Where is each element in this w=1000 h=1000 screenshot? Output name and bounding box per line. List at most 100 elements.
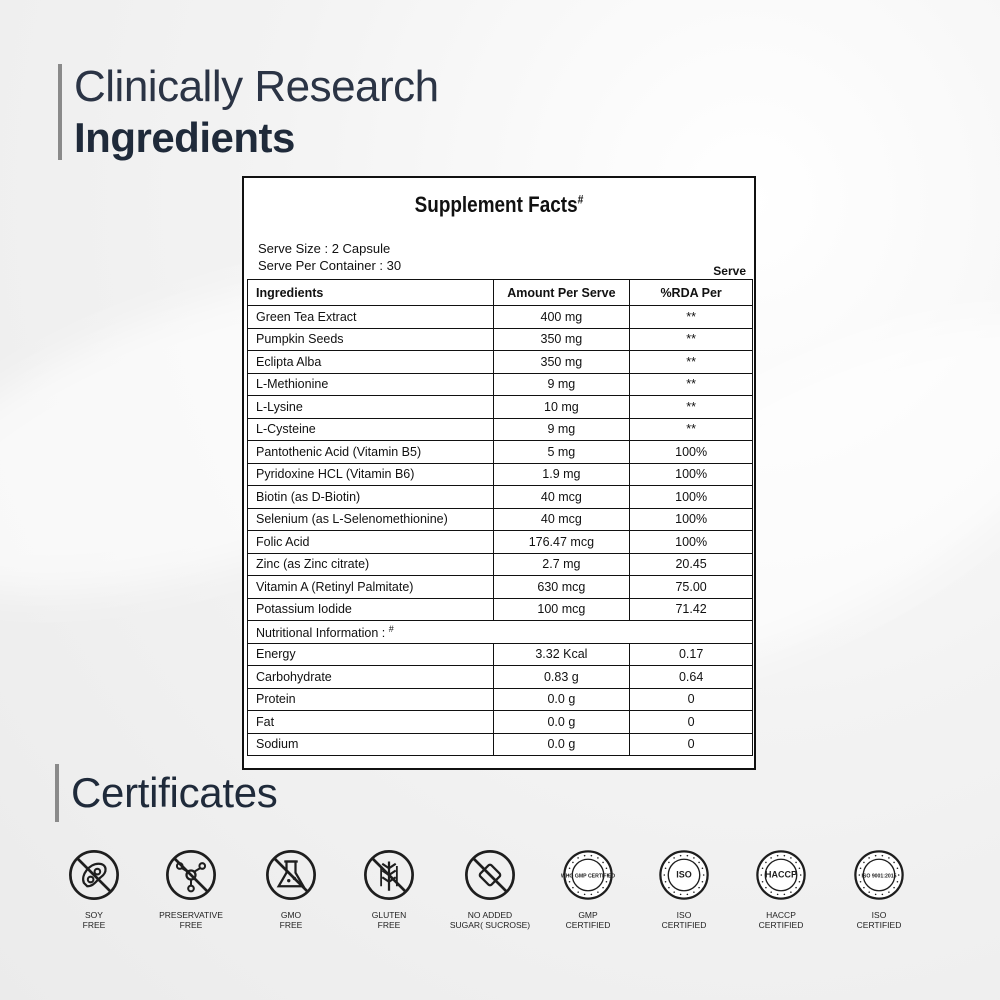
cell-name: Folic Acid — [247, 530, 494, 554]
serve-per-container: Serve Per Container : 30 — [258, 258, 402, 273]
table-row: Carbohydrate 0.83 g 0.64 — [247, 665, 753, 689]
cell-rda: 75.00 — [629, 575, 753, 599]
cell-amount: 400 mg — [492, 305, 631, 329]
cell-rda: ** — [629, 417, 753, 441]
seal-text: ISO 9001:2015 — [862, 873, 897, 879]
table-row: L-Lysine 10 mg ** — [247, 395, 753, 419]
cell-rda: 0.64 — [629, 665, 753, 689]
certificate-badges: SOY FREE PRESERVATIVE FREE GMO FREE GLUTEN … — [0, 848, 1000, 948]
table-row: Potassium Iodide 100 mcg 71.42 — [247, 597, 753, 621]
cell-rda: 100% — [629, 440, 753, 464]
header-ingredients: Ingredients — [247, 279, 494, 306]
cell-rda: ** — [629, 372, 753, 396]
cell-name: Vitamin A (Retinyl Palmitate) — [247, 575, 494, 599]
cell-rda: 100% — [629, 530, 753, 554]
cell-name: L-Methionine — [247, 372, 494, 396]
badge-label: GMP CERTIFIED — [565, 910, 611, 930]
cell-name: Eclipta Alba — [247, 350, 494, 374]
cell-name: Protein — [247, 687, 494, 711]
cell-name: Pantothenic Acid (Vitamin B5) — [247, 440, 494, 464]
cell-name: Biotin (as D-Biotin) — [247, 485, 494, 509]
cell-amount: 0.0 g — [492, 687, 631, 711]
header-amount: Amount Per Serve — [492, 279, 631, 306]
table-row: Pantothenic Acid (Vitamin B5) 5 mg 100% — [247, 440, 753, 464]
cell-rda: 100% — [629, 462, 753, 486]
heading-line-2: Ingredients — [74, 114, 295, 162]
cell-amount: 5 mg — [492, 440, 631, 464]
cell-rda: ** — [629, 350, 753, 374]
badge-label: HACCP CERTIFIED — [758, 910, 804, 930]
table-row: Folic Acid 176.47 mcg 100% — [247, 530, 753, 554]
seal-text: ISO — [676, 869, 692, 879]
supplement-facts-title: Supplement Facts# — [414, 192, 584, 217]
table-row: Energy 3.32 Kcal 0.17 — [247, 642, 753, 666]
cell-name: Energy — [247, 642, 494, 666]
cell-amount: 350 mg — [492, 350, 631, 374]
cell-amount: 1.9 mg — [492, 462, 631, 486]
cell-amount: 2.7 mg — [492, 552, 631, 576]
certificate-badge: ISO 9001:2015 ISO CERTIFIED — [829, 848, 929, 930]
badge-label: GLUTEN FREE — [371, 910, 407, 930]
supplement-facts-table: Ingredients Amount Per Serve %RDA Per Gr… — [247, 279, 753, 756]
cell-name: Fat — [247, 710, 494, 734]
badge-label: ISO CERTIFIED — [661, 910, 707, 930]
certificate-badge: NO ADDED SUGAR( SUCROSE) — [440, 848, 540, 930]
cell-rda: 71.42 — [629, 597, 753, 621]
heading-line-1: Clinically Research — [74, 62, 439, 111]
cell-amount: 100 mcg — [492, 597, 631, 621]
soy-free-icon — [44, 848, 144, 902]
badge-label: SOY FREE — [82, 910, 106, 930]
cell-amount: 0.83 g — [492, 665, 631, 689]
badge-label: PRESERVATIVE FREE — [159, 910, 223, 930]
gluten-free-icon — [339, 848, 439, 902]
table-row: L-Methionine 9 mg ** — [247, 372, 753, 396]
cell-name: Selenium (as L-Selenomethionine) — [247, 507, 494, 531]
certificate-badge: GLUTEN FREE — [339, 848, 439, 930]
cell-name: Pyridoxine HCL (Vitamin B6) — [247, 462, 494, 486]
certificate-badge: SOY FREE — [44, 848, 144, 930]
cell-name: Potassium Iodide — [247, 597, 494, 621]
iso-food-safety-seal-icon: ISO — [634, 848, 734, 902]
cell-amount: 40 mcg — [492, 507, 631, 531]
cell-rda: 0 — [629, 732, 753, 756]
gmp-seal-icon: WHO GMP CERTIFIED — [538, 848, 638, 902]
certificate-badge: PRESERVATIVE FREE — [141, 848, 241, 930]
certificates-heading: Certificates — [55, 764, 278, 822]
no-added-sugar-icon — [440, 848, 540, 902]
cell-name: L-Cysteine — [247, 417, 494, 441]
cell-name: Pumpkin Seeds — [247, 327, 494, 351]
cell-amount: 3.32 Kcal — [492, 642, 631, 666]
cell-amount: 350 mg — [492, 327, 631, 351]
table-row: Green Tea Extract 400 mg ** — [247, 305, 753, 329]
serve-size: Serve Size : 2 Capsule — [258, 241, 391, 256]
cell-rda: 100% — [629, 507, 753, 531]
iso-9001-seal-icon: ISO 9001:2015 — [829, 848, 929, 902]
cell-amount: 40 mcg — [492, 485, 631, 509]
table-header-row: Ingredients Amount Per Serve %RDA Per — [247, 279, 753, 306]
cell-name: Carbohydrate — [247, 665, 494, 689]
cell-amount: 176.47 mcg — [492, 530, 631, 554]
badge-label: GMO FREE — [279, 910, 303, 930]
cell-amount: 630 mcg — [492, 575, 631, 599]
cell-rda: 0 — [629, 710, 753, 734]
cell-rda: 100% — [629, 485, 753, 509]
nutrition-section-row: Nutritional Information : # — [247, 620, 753, 644]
certificate-badge: GMO FREE — [241, 848, 341, 930]
certificate-badge: WHO GMP CERTIFIED GMP CERTIFIED — [538, 848, 638, 930]
cell-name: Zinc (as Zinc citrate) — [247, 552, 494, 576]
cell-rda: 0 — [629, 687, 753, 711]
cell-amount: 10 mg — [492, 395, 631, 419]
cell-amount: 9 mg — [492, 417, 631, 441]
table-row: L-Cysteine 9 mg ** — [247, 417, 753, 441]
table-row: Pyridoxine HCL (Vitamin B6) 1.9 mg 100% — [247, 462, 753, 486]
table-row: Eclipta Alba 350 mg ** — [247, 350, 753, 374]
rda-header-suffix: Serve — [713, 264, 746, 278]
serve-info: Serve Size : 2 Capsule Serve Per Contain… — [258, 240, 401, 274]
nutrition-heading: Nutritional Information : # — [247, 620, 753, 644]
cell-name: Sodium — [247, 732, 494, 756]
seal-text: WHO GMP CERTIFIED — [561, 873, 615, 879]
cell-amount: 9 mg — [492, 372, 631, 396]
